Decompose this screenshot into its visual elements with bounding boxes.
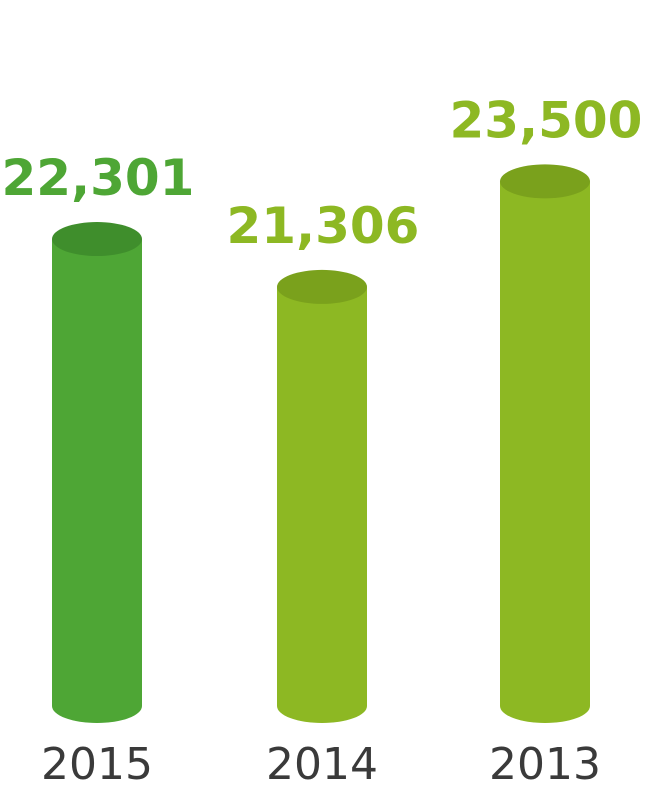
bar-2014 <box>277 269 367 723</box>
category-labels: 2015 2014 2013 <box>41 739 601 790</box>
value-label-2015: 22,301 <box>2 149 195 207</box>
bar-top-2014 <box>277 269 367 304</box>
category-label-2014: 2014 <box>266 739 378 790</box>
bar-2013 <box>500 164 590 723</box>
bar-top-2013 <box>500 164 590 199</box>
value-labels: 22,301 21,306 23,500 <box>2 91 643 255</box>
bar-body-2015 <box>52 239 142 723</box>
bars <box>52 164 590 723</box>
value-label-2013: 23,500 <box>450 91 643 149</box>
bar-body-2013 <box>500 181 590 723</box>
category-label-2015: 2015 <box>41 739 153 790</box>
bar-body-2014 <box>277 286 367 723</box>
bar-2015 <box>52 222 142 723</box>
category-label-2013: 2013 <box>489 739 601 790</box>
bar-top-2015 <box>52 222 142 257</box>
value-label-2014: 21,306 <box>227 197 420 255</box>
